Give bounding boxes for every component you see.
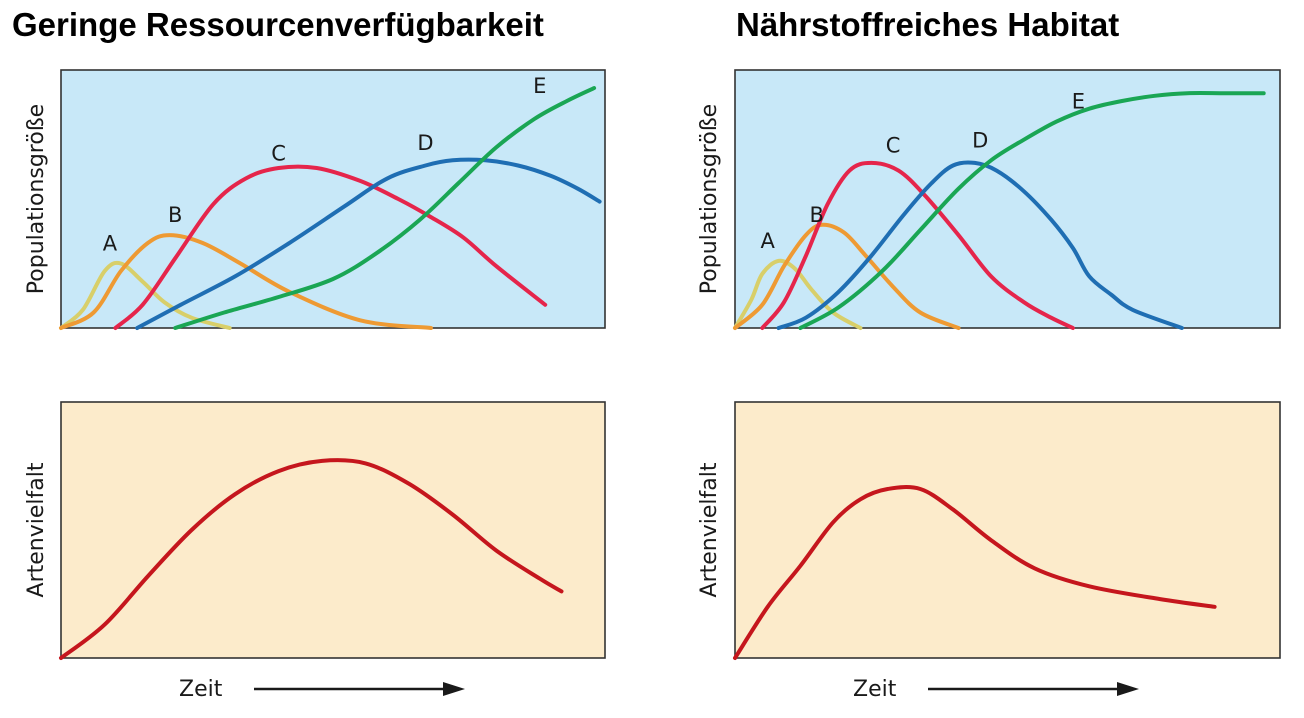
plot-area-diversity-right — [734, 401, 1281, 659]
series-label-D-population-left: D — [417, 131, 433, 155]
series-line-C-population-left — [113, 164, 548, 330]
series-label-D-population-right: D — [972, 128, 988, 152]
plot-area-diversity-left — [60, 401, 606, 659]
chart-diversity-right: Artenvielfalt Zeit — [697, 401, 1281, 702]
chart-population-left: Populationsgröße A B C D E — [24, 69, 606, 330]
series-label-B-population-right: B — [810, 203, 824, 227]
series-label-A-population-left: A — [103, 232, 118, 256]
series-line-B-population-right — [733, 222, 961, 330]
title-right-panel: Nährstoffreiches Habitat — [736, 6, 1120, 43]
series-line-D-population-left — [135, 157, 602, 330]
series-line-A-population-left — [59, 260, 232, 330]
chart-diversity-left: Artenvielfalt Zeit — [24, 401, 606, 702]
series-label-B-population-left: B — [168, 203, 182, 227]
y-axis-label-population-left: Populationsgröße — [24, 104, 49, 294]
x-axis-label-diversity-right: Zeit — [853, 677, 897, 702]
series-label-A-population-right: A — [761, 229, 776, 253]
x-axis-label-diversity-left: Zeit — [179, 677, 223, 702]
series-label-E-population-right: E — [1072, 90, 1085, 114]
chart-population-right: Populationsgröße A B C D E — [697, 69, 1281, 330]
plot-area-population-left — [60, 69, 606, 329]
time-arrow-head-diversity-left — [443, 682, 465, 696]
series-line-C-population-right — [760, 160, 1075, 330]
plot-area-population-right — [734, 69, 1281, 329]
series-line-E-population-right — [798, 91, 1266, 330]
series-line-E-population-left — [173, 86, 597, 330]
series-label-C-population-left: C — [271, 141, 286, 165]
series-label-E-population-left: E — [533, 74, 546, 98]
series-line-diversity-diversity-left — [59, 458, 564, 660]
y-axis-label-population-right: Populationsgröße — [697, 104, 722, 294]
time-arrow-head-diversity-right — [1117, 682, 1139, 696]
title-left-panel: Geringe Ressourcenverfügbarkeit — [12, 6, 544, 43]
y-axis-label-diversity-left: Artenvielfalt — [24, 462, 49, 597]
y-axis-label-diversity-right: Artenvielfalt — [697, 462, 722, 597]
series-label-C-population-right: C — [886, 134, 901, 158]
series-line-diversity-diversity-right — [733, 485, 1217, 660]
